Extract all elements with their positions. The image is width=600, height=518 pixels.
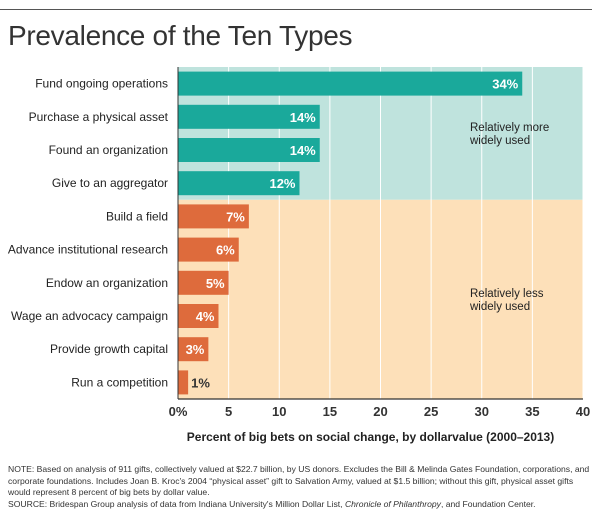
category-label: Purchase a physical asset bbox=[29, 110, 169, 124]
group-annotation-2-line-1: Relatively less bbox=[470, 288, 544, 300]
x-tick-label: 35 bbox=[525, 404, 539, 419]
group-annotation-1-line-2: widely used bbox=[469, 135, 530, 147]
category-label: Found an organization bbox=[49, 143, 168, 157]
x-tick-label: 30 bbox=[475, 404, 489, 419]
bar-provide-growth-capital bbox=[178, 337, 209, 362]
bar-fund-ongoing-operations bbox=[178, 71, 523, 96]
category-label: Fund ongoing operations bbox=[35, 77, 168, 91]
category-label: Run a competition bbox=[71, 375, 168, 389]
chart-title: Prevalence of the Ten Types bbox=[8, 20, 353, 51]
x-tick-label: 5 bbox=[225, 404, 232, 419]
bar-wage-an-advocacy-campaign bbox=[178, 304, 219, 328]
bar-purchase-a-physical-asset bbox=[178, 104, 320, 129]
category-label: Provide growth capital bbox=[50, 342, 168, 356]
bar-value-label: 12% bbox=[269, 176, 295, 191]
group-annotation-1-line-1: Relatively more bbox=[470, 122, 549, 134]
source-publication: Chronicle of Philanthropy bbox=[344, 498, 441, 509]
bar-run-a-competition bbox=[178, 370, 189, 395]
category-label: Give to an aggregator bbox=[52, 176, 168, 190]
bar-value-label: 14% bbox=[290, 110, 316, 125]
note-text: NOTE: Based on analysis of 911 gifts, co… bbox=[8, 464, 590, 498]
bar-advance-institutional-research bbox=[178, 237, 239, 262]
top-rule bbox=[0, 9, 592, 10]
x-tick-label: 10 bbox=[272, 404, 286, 419]
bar-chart: 34% Fund ongoing operations 14% Purchase a … bbox=[8, 67, 590, 444]
source-text-start: SOURCE: Bridespan Group analysis of data… bbox=[8, 498, 345, 509]
category-label: Build a field bbox=[106, 209, 168, 223]
group-annotation-2-line-2: widely used bbox=[469, 301, 530, 313]
x-tick-label: 15 bbox=[323, 404, 337, 419]
x-tick-label: 0% bbox=[169, 404, 188, 419]
category-label: Wage an advocacy campaign bbox=[11, 309, 168, 323]
bar-build-a-field bbox=[178, 204, 249, 229]
bar-endow-an-organization bbox=[178, 270, 229, 295]
x-tick-label: 20 bbox=[373, 404, 387, 419]
source-text-end: , and Foundation Center. bbox=[440, 498, 536, 509]
bar-found-an-organization bbox=[178, 138, 320, 162]
bar-give-to-an-aggregator bbox=[178, 171, 300, 196]
bar-value-label: 4% bbox=[196, 309, 215, 324]
x-tick-label: 25 bbox=[424, 404, 438, 419]
chart-notes: NOTE: Based on analysis of 911 gifts, co… bbox=[8, 464, 592, 510]
bar-value-label: 5% bbox=[206, 276, 225, 291]
bar-value-label: 3% bbox=[186, 342, 205, 357]
source-text: SOURCE: Bridespan Group analysis of data… bbox=[8, 499, 592, 511]
bar-value-label: 1% bbox=[191, 375, 210, 390]
x-tick-label: 40 bbox=[576, 404, 590, 419]
bar-value-label: 6% bbox=[216, 243, 235, 258]
bar-value-label: 34% bbox=[492, 77, 518, 92]
bar-value-label: 14% bbox=[290, 143, 316, 158]
x-axis-title: Percent of big bets on social change, by… bbox=[187, 430, 554, 444]
bar-value-label: 7% bbox=[226, 209, 245, 224]
category-label: Endow an organization bbox=[46, 276, 168, 290]
category-label: Advance institutional research bbox=[8, 243, 168, 257]
